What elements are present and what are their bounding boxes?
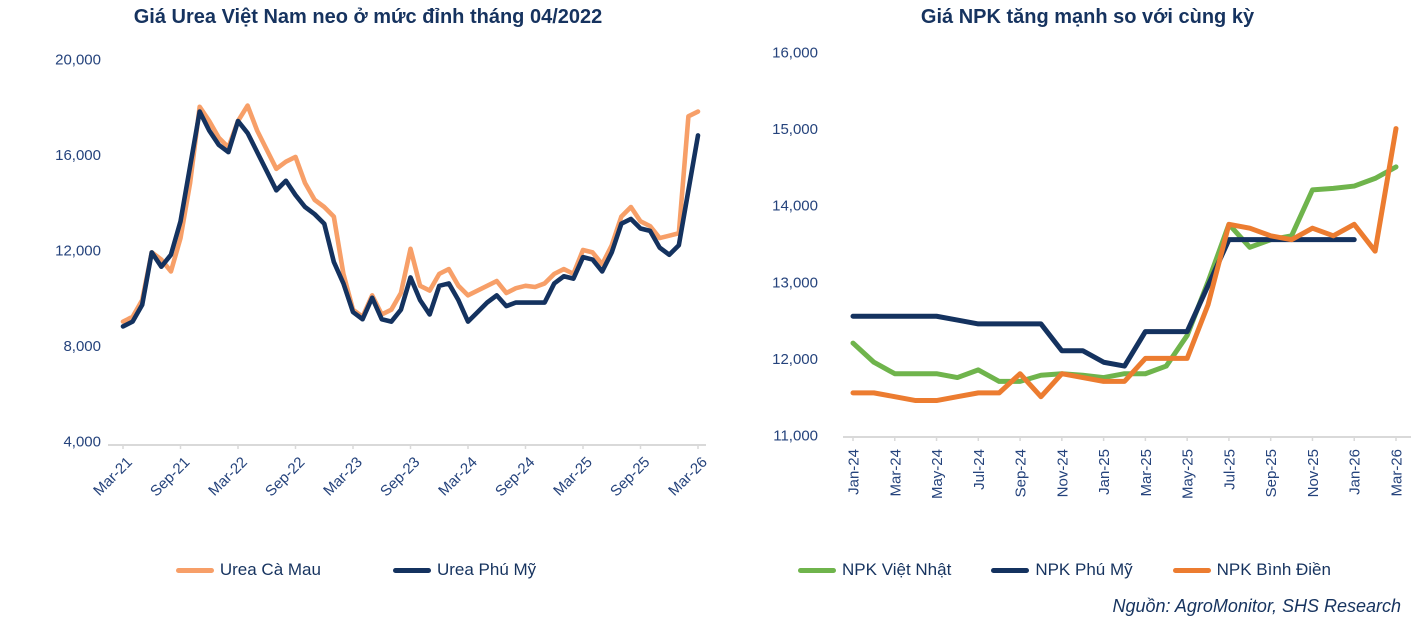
- x-axis-label: Mar-23: [320, 454, 366, 500]
- x-axis-label: Mar-25: [550, 454, 596, 500]
- npk-chart-title: Giá NPK tăng mạnh so với cùng kỳ: [920, 6, 1255, 28]
- npk-phu-my-swatch: [991, 567, 1030, 573]
- legend-label: NPK Việt Nhật: [842, 560, 952, 579]
- x-axis-label: Mar-26: [665, 454, 711, 500]
- x-axis-label: Mar-26: [1389, 449, 1406, 497]
- x-axis-label: Mar-25: [1138, 449, 1155, 497]
- legend-item-urea-ca-mau: Urea Cà Mau: [175, 560, 321, 580]
- legend-item-npk-phu-my: NPK Phú Mỹ: [991, 560, 1133, 580]
- urea-line-chart: 20,000 16,000 12,000 8,000 4,000 Mar-21 Sep-21…: [55, 52, 711, 501]
- x-axis-label: Nov-25: [1305, 449, 1322, 497]
- npk-line-chart: 16,000 15,000 14,000 13,000 12,000 11,000 Jan-…: [772, 45, 1411, 499]
- charts-row: Giá Urea Việt Nam neo ở mức đỉnh tháng 0…: [0, 0, 1417, 592]
- legend-item-npk-viet-nhat: NPK Việt Nhật: [798, 560, 951, 580]
- x-axis-label: May-24: [929, 449, 946, 499]
- y-axis-label: 20,000: [55, 52, 101, 69]
- npk-chart-panel: Giá NPK tăng mạnh so với cùng kỳ 16,000 1…: [712, 0, 1417, 592]
- npk-viet-nhat-swatch: [798, 567, 837, 573]
- series-line-orange: [850, 126, 1399, 404]
- x-axis-label: Sep-24: [1013, 449, 1030, 497]
- y-axis-label: 16,000: [55, 147, 101, 164]
- x-axis-label: Jan-24: [846, 449, 863, 495]
- y-axis-label: 14,000: [772, 198, 818, 215]
- x-axis-label: Mar-22: [205, 454, 251, 500]
- x-axis-label: Jul-25: [1221, 449, 1238, 490]
- series-line-navy: [850, 237, 1357, 369]
- x-axis-label: Jul-24: [971, 449, 988, 490]
- x-axis-label: Sep-21: [147, 454, 193, 500]
- x-axis-label: Sep-22: [262, 454, 308, 500]
- y-axis-label: 12,000: [55, 243, 101, 260]
- x-axis-label: Nov-24: [1054, 449, 1071, 497]
- y-axis-label: 8,000: [63, 338, 101, 355]
- x-axis-label: Mar-21: [90, 454, 136, 500]
- x-axis-label: Jan-25: [1096, 449, 1113, 495]
- series-line-green: [850, 164, 1399, 384]
- legend-item-urea-phu-my: Urea Phú Mỹ: [392, 560, 537, 580]
- y-axis-label: 4,000: [63, 434, 101, 451]
- source-note: Nguồn: AgroMonitor, SHS Research: [1112, 596, 1401, 616]
- x-axis-label: Sep-25: [607, 454, 653, 500]
- npk-binh-dien-swatch: [1172, 567, 1211, 573]
- x-axis-label: May-25: [1180, 449, 1197, 499]
- legend-label: NPK Bình Điền: [1216, 560, 1331, 579]
- y-axis-label: 13,000: [772, 274, 818, 291]
- y-axis-label: 15,000: [772, 121, 818, 138]
- y-axis-label: 16,000: [772, 45, 818, 62]
- x-axis-label: Sep-25: [1263, 449, 1280, 497]
- y-axis-label: 11,000: [773, 428, 818, 445]
- x-axis-label: Mar-24: [435, 454, 481, 500]
- urea-ca-mau-swatch: [175, 567, 214, 573]
- urea-legend: Urea Cà Mau Urea Phú Mỹ: [0, 560, 712, 580]
- x-axis-label: Sep-23: [377, 454, 423, 500]
- series-line-navy: [120, 109, 701, 329]
- x-axis-label: Mar-24: [887, 449, 904, 497]
- urea-chart-title: Giá Urea Việt Nam neo ở mức đỉnh tháng 0…: [133, 6, 603, 28]
- urea-chart-panel: Giá Urea Việt Nam neo ở mức đỉnh tháng 0…: [0, 0, 712, 592]
- x-axis-label: Sep-24: [492, 454, 538, 500]
- series-line-salmon: [120, 103, 701, 324]
- x-axis-label: Jan-26: [1347, 449, 1364, 495]
- legend-label: Urea Phú Mỹ: [436, 560, 537, 579]
- legend-label: Urea Cà Mau: [219, 560, 321, 579]
- y-axis-label: 12,000: [772, 351, 818, 368]
- legend-label: NPK Phú Mỹ: [1035, 560, 1133, 579]
- urea-phu-my-swatch: [392, 567, 431, 573]
- npk-legend: NPK Việt Nhật NPK Phú Mỹ NPK Bình Điền: [712, 560, 1417, 580]
- legend-item-npk-binh-dien: NPK Bình Điền: [1172, 560, 1331, 580]
